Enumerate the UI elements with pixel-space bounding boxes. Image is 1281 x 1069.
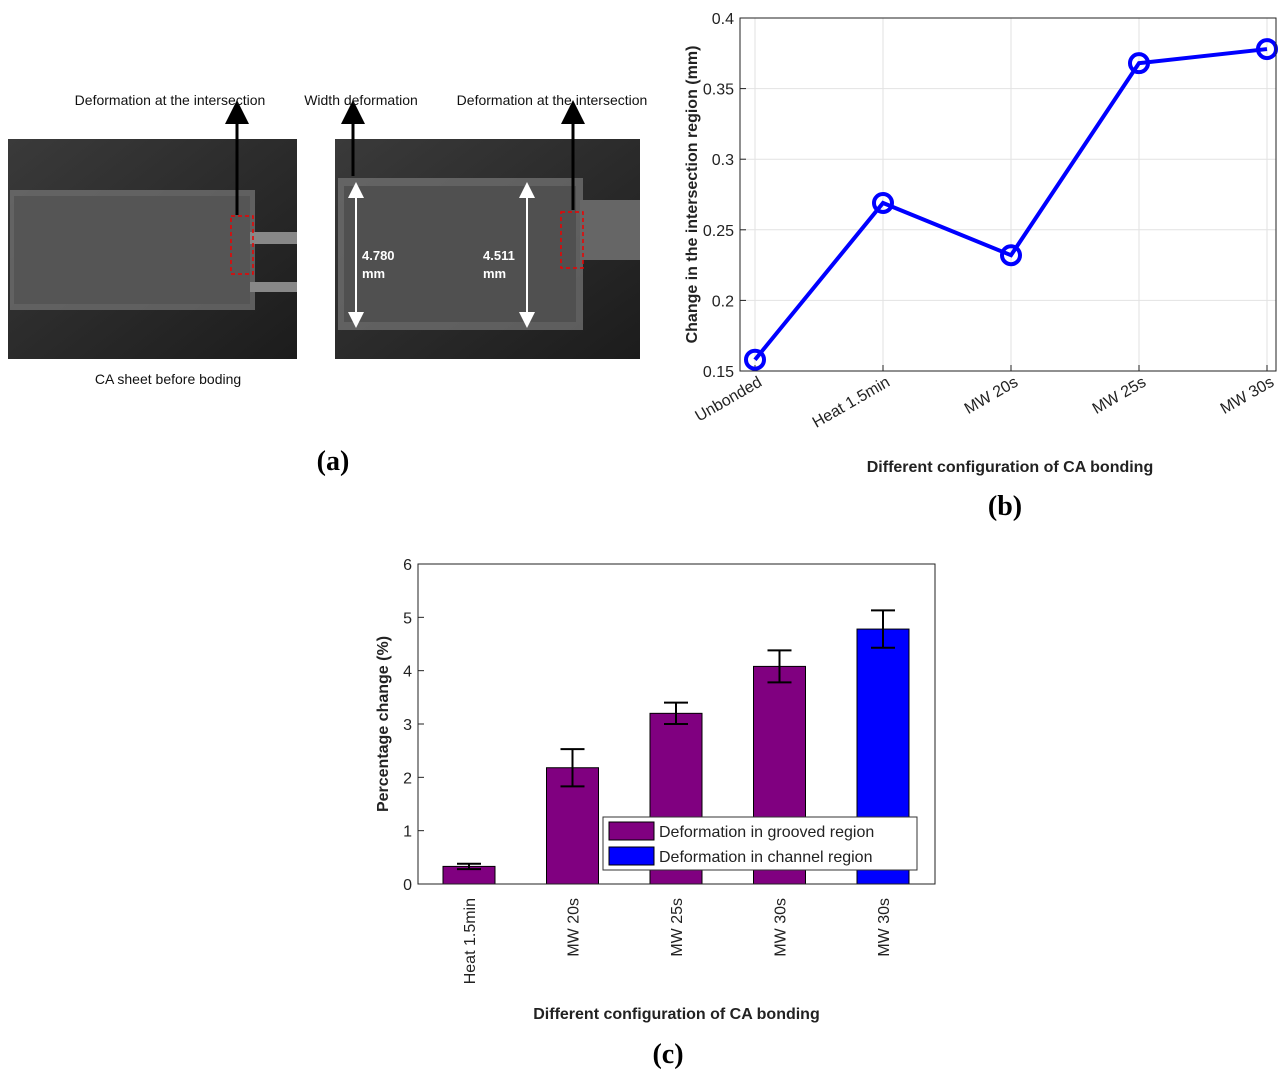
y-tick-label: 5 xyxy=(403,610,412,627)
x-tick-label: MW 30s xyxy=(876,898,893,957)
plot-area xyxy=(740,18,1276,371)
y-tick-label: 0.3 xyxy=(712,152,734,169)
x-axis-label: Different configuration of CA bonding xyxy=(867,459,1153,476)
y-tick-label: 0.15 xyxy=(703,364,734,381)
error-bar xyxy=(767,649,792,684)
caption: CA sheet before boding xyxy=(95,371,241,387)
x-tick-label: MW 30s xyxy=(1218,374,1277,418)
x-tick-label: MW 30s xyxy=(773,898,790,957)
x-tick-label: Unbonded xyxy=(693,374,765,426)
marker xyxy=(872,191,894,214)
y-tick-label: 0 xyxy=(403,877,412,894)
panel-label: (b) xyxy=(988,491,1022,522)
x-tick-label: MW 25s xyxy=(1090,374,1149,418)
y-tick-label: 0.2 xyxy=(712,293,734,310)
legend-box xyxy=(602,816,918,871)
error-bar xyxy=(560,748,585,788)
error-bar xyxy=(457,862,481,871)
legend-label: Deformation in grooved region xyxy=(659,824,874,841)
x-tick-label: MW 20s xyxy=(566,898,583,957)
x-tick-label: Heat 1.5min xyxy=(462,898,479,984)
measure-unit: mm xyxy=(483,266,506,281)
y-tick-label: 2 xyxy=(403,770,412,787)
legend-swatch xyxy=(608,821,655,841)
annotation: Width deformation xyxy=(304,92,418,108)
annotation: Deformation at the intersection xyxy=(75,92,266,108)
plot-frame xyxy=(739,17,1277,372)
error-bar xyxy=(664,701,688,725)
error-bar xyxy=(871,609,895,649)
y-tick-label: 0.4 xyxy=(712,11,734,28)
marker xyxy=(744,348,766,371)
data-line xyxy=(753,47,1268,361)
x-tick-label: Heat 1.5min xyxy=(810,374,893,432)
measure-value: 4.511 xyxy=(483,248,515,263)
legend-label: Deformation in channel region xyxy=(659,849,872,866)
y-tick-label: 0.25 xyxy=(703,223,734,240)
x-tick-label: MW 25s xyxy=(669,898,686,957)
y-tick-label: 3 xyxy=(403,717,412,734)
annotation: Deformation at the intersection xyxy=(457,92,648,108)
photo-right xyxy=(335,100,640,359)
legend-swatch xyxy=(608,846,655,866)
marker xyxy=(1128,52,1150,75)
panel-label: (c) xyxy=(652,1039,683,1069)
panel-label: (a) xyxy=(317,446,350,477)
y-tick-label: 4 xyxy=(403,664,412,681)
photo-left xyxy=(8,100,297,359)
measure-value: 4.780 xyxy=(362,248,395,263)
y-axis-label: Change in the intersection region (mm) xyxy=(684,46,701,344)
y-axis-label: Percentage change (%) xyxy=(375,636,392,812)
measure-unit: mm xyxy=(362,266,385,281)
y-tick-label: 6 xyxy=(403,557,412,574)
y-tick-label: 1 xyxy=(403,824,412,841)
y-tick-label: 0.35 xyxy=(703,82,734,99)
plot-frame xyxy=(417,563,936,885)
marker xyxy=(1000,244,1022,267)
x-axis-label: Different configuration of CA bonding xyxy=(533,1006,819,1023)
x-tick-label: MW 20s xyxy=(962,374,1021,418)
